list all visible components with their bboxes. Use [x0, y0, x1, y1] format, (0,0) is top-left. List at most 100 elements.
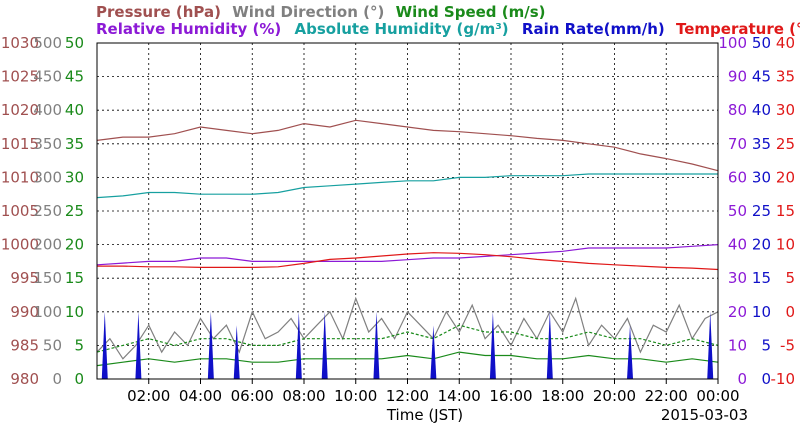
humidity-tick-label: 90	[728, 68, 747, 86]
grid	[97, 43, 718, 379]
x-tick-label: 12:00	[386, 387, 429, 405]
rain-spike	[627, 325, 634, 379]
pressure-tick-label: 1025	[1, 68, 39, 86]
temperature-line	[97, 252, 719, 271]
temperature-tick-label: -5	[780, 336, 795, 354]
wind-speed-tick-label: 25	[65, 202, 84, 220]
humidity-tick-label: 70	[728, 135, 747, 153]
rain-spike	[101, 311, 108, 379]
rain-rate-tick-label: 25	[752, 202, 771, 220]
relative-humidity-line	[96, 244, 719, 266]
rain-rate-tick-label: 15	[752, 269, 771, 287]
pressure-line	[96, 119, 719, 172]
rain-rate-tick-label: 20	[752, 236, 771, 254]
pressure-tick-label: 1000	[1, 236, 39, 254]
wind-speed-avg-line	[96, 351, 719, 367]
temperature-tick-label: 35	[776, 68, 795, 86]
humidity-tick-label: 80	[728, 101, 747, 119]
wind-direction-tick-label: 50	[43, 336, 62, 354]
wind-speed-title: Wind Speed (m/s)	[396, 3, 546, 21]
humidity-tick-label: 50	[728, 202, 747, 220]
wind-speed-tick-label: 30	[65, 168, 84, 186]
rain-rate-tick-label: 0	[761, 370, 771, 388]
x-axis: 02:00 04:00 06:00 08:00 10:00 12:00 14:00 16:00…	[127, 379, 740, 405]
rain-rate-title: Rain Rate(mm/h)	[522, 20, 665, 38]
x-tick-label: 10:00	[334, 387, 377, 405]
relative-humidity-title: Relative Humidity (%)	[96, 20, 281, 38]
pressure-tick-label: 980	[10, 370, 39, 388]
temperature-tick-label: 25	[776, 135, 795, 153]
rain-spike	[489, 311, 496, 379]
wind-direction-title: Wind Direction (°)	[232, 3, 384, 21]
wind-speed-tick-label: 50	[65, 34, 84, 52]
left-axes: 1030102510201015101010051000995990985980…	[1, 34, 84, 388]
rain-rate-tick-label: 5	[761, 336, 771, 354]
wind-direction-tick-label: 0	[52, 370, 62, 388]
humidity-tick-label: 60	[728, 168, 747, 186]
temperature-tick-label: 40	[776, 34, 795, 52]
rain-spike	[373, 311, 380, 379]
wind-speed-tick-label: 0	[74, 370, 84, 388]
rain-rate-tick-label: 35	[752, 135, 771, 153]
pressure-tick-label: 985	[10, 336, 39, 354]
rain-rate-tick-label: 30	[752, 168, 771, 186]
humidity-tick-label: 100	[718, 34, 747, 52]
wind-direction-tick-label: 100	[33, 303, 62, 321]
humidity-tick-label: 30	[728, 269, 747, 287]
x-tick-label: 00:00	[696, 387, 739, 405]
pressure-tick-label: 990	[10, 303, 39, 321]
pressure-title: Pressure (hPa)	[96, 3, 221, 21]
x-tick-label: 08:00	[282, 387, 325, 405]
temperature-title: Temperature (°C)	[676, 20, 800, 38]
x-tick-label: 14:00	[438, 387, 481, 405]
wind-direction-tick-label: 500	[33, 34, 62, 52]
wind-direction-tick-label: 300	[33, 168, 62, 186]
rain-spike	[233, 325, 240, 379]
x-tick-label: 16:00	[489, 387, 532, 405]
temperature-tick-label: 15	[776, 202, 795, 220]
wind-speed-tick-label: 15	[65, 269, 84, 287]
x-tick-label: 04:00	[179, 387, 222, 405]
wind-speed-tick-label: 35	[65, 135, 84, 153]
wind-speed-tick-label: 5	[74, 336, 84, 354]
rain-rate-tick-label: 10	[752, 303, 771, 321]
wind-direction-tick-label: 350	[33, 135, 62, 153]
wind-speed-tick-label: 20	[65, 236, 84, 254]
wind-speed-tick-label: 40	[65, 101, 84, 119]
rain-rate-tick-label: 50	[752, 34, 771, 52]
rain-spike	[321, 311, 328, 379]
wind-speed-tick-label: 45	[65, 68, 84, 86]
rain-spike	[707, 311, 714, 379]
pressure-tick-label: 1030	[1, 34, 39, 52]
rain-spike	[207, 311, 214, 379]
temperature-tick-label: -10	[771, 370, 796, 388]
rain-spike	[135, 311, 142, 379]
x-tick-label: 18:00	[541, 387, 584, 405]
x-tick-label: 02:00	[127, 387, 170, 405]
rain-rate-tick-label: 45	[752, 68, 771, 86]
humidity-tick-label: 10	[728, 336, 747, 354]
pressure-tick-label: 995	[10, 269, 39, 287]
title-row-1: Pressure (hPa) Wind Direction (°) Wind S…	[96, 3, 546, 21]
wind-direction-tick-label: 150	[33, 269, 62, 287]
wind-direction-tick-label: 400	[33, 101, 62, 119]
rain-spike	[546, 311, 553, 379]
absolute-humidity-x0-1-line	[96, 173, 718, 199]
wind-direction-tick-label: 200	[33, 236, 62, 254]
x-tick-label: 22:00	[645, 387, 688, 405]
humidity-tick-label: 0	[737, 370, 747, 388]
rain-spike	[430, 325, 437, 379]
temperature-tick-label: 30	[776, 101, 795, 119]
x-tick-label: 20:00	[593, 387, 636, 405]
temperature-tick-label: 0	[785, 303, 795, 321]
pressure-tick-label: 1005	[1, 202, 39, 220]
wind-direction-tick-label: 250	[33, 202, 62, 220]
humidity-tick-label: 40	[728, 236, 747, 254]
date-label: 2015-03-03	[661, 406, 748, 424]
temperature-tick-label: 20	[776, 168, 795, 186]
humidity-tick-label: 20	[728, 303, 747, 321]
right-axes: 1009080706050403020100504540353025201510…	[718, 34, 795, 388]
wind-speed-max-line	[96, 324, 719, 353]
